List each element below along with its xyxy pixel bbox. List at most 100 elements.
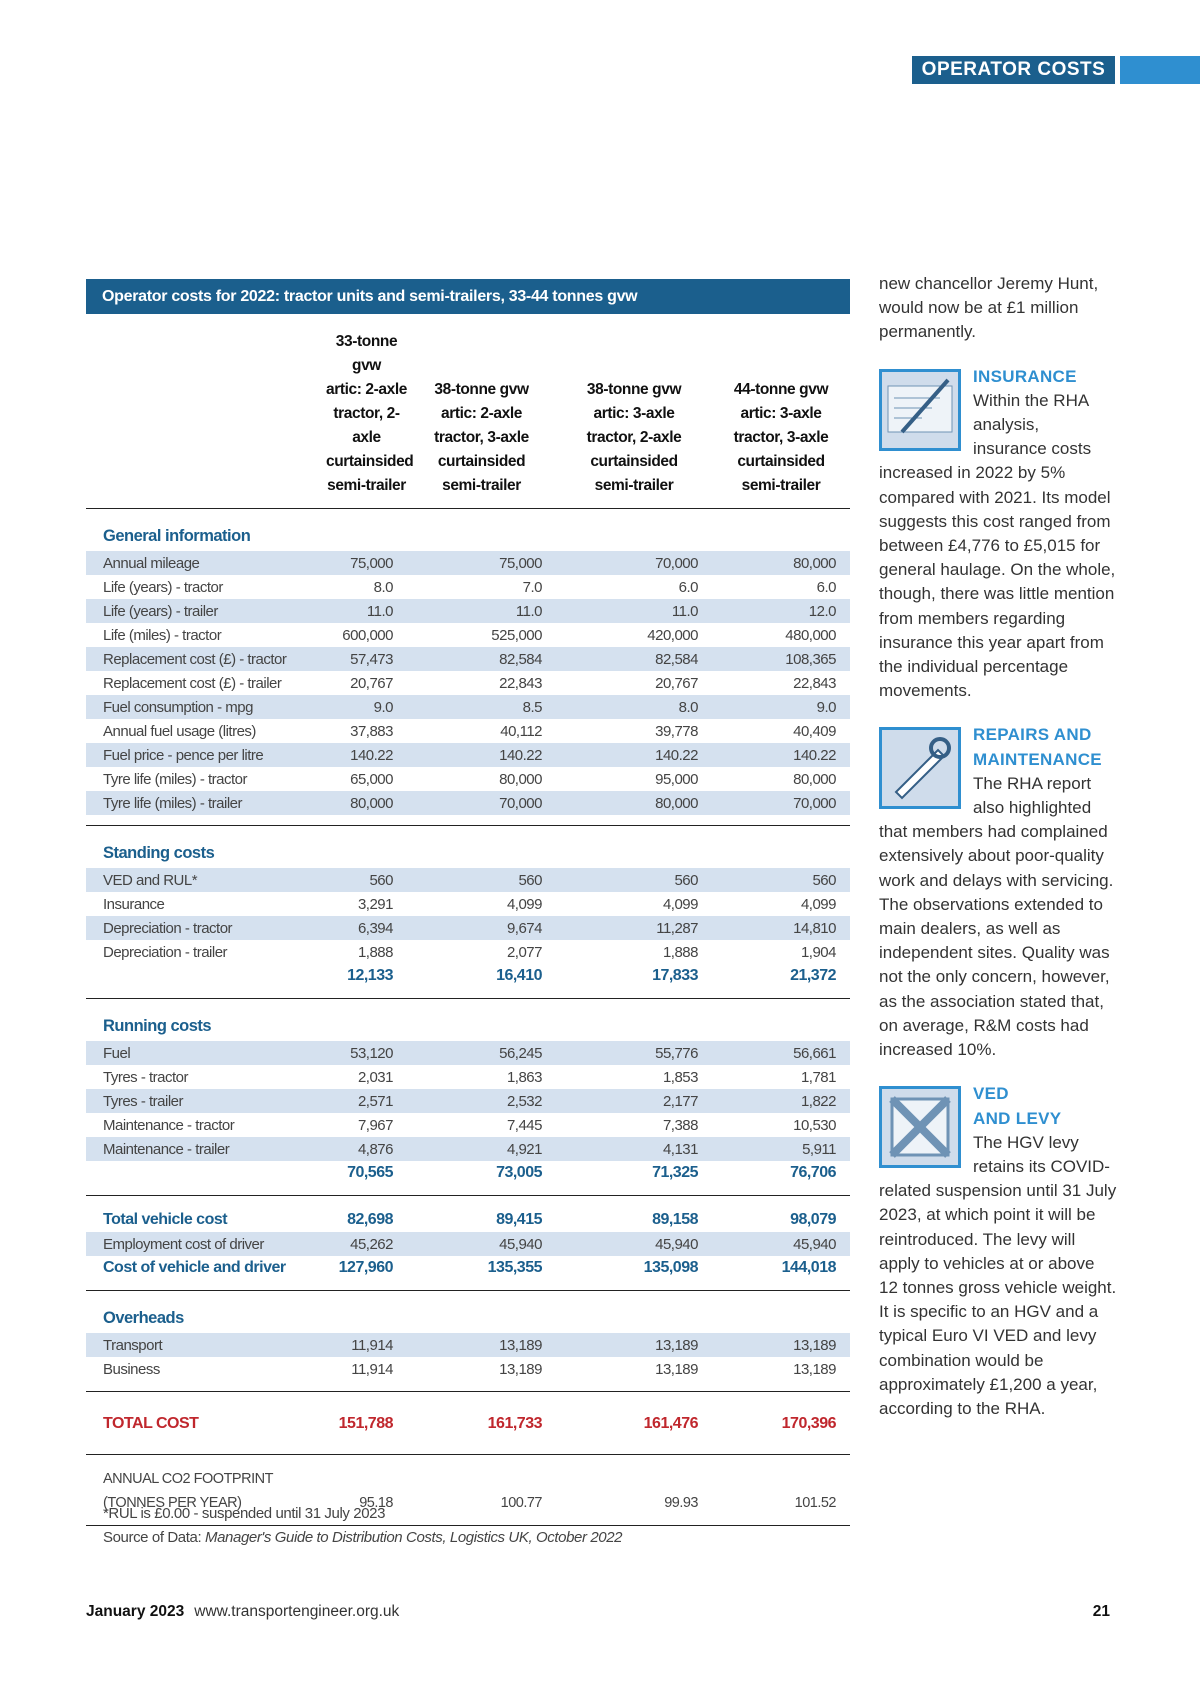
section-heading-row: Running costs (86, 1011, 850, 1041)
table-notes: *RUL is £0.00 - suspended until 31 July … (103, 1502, 622, 1550)
total-value: 21,372 (790, 967, 836, 984)
cell-value: 12.0 (712, 599, 850, 623)
cell-value: 39,778 (655, 722, 698, 740)
row-label: Annual fuel usage (litres) (103, 722, 256, 740)
spacer-cell (86, 815, 850, 826)
sidebar-icon (879, 727, 961, 810)
cell-value: 11,287 (556, 916, 712, 940)
cell-value: 75,000 (326, 551, 407, 575)
spacer-cell (86, 1455, 850, 1468)
sidebar-heading: AND LEVY (973, 1108, 1062, 1128)
sidebar-heading: MAINTENANCE (973, 749, 1102, 769)
column-header-line: curtainsided (326, 453, 414, 470)
row-label: Maintenance - trailer (86, 1137, 326, 1161)
column-header-line: artic: 2-axle (326, 381, 407, 398)
spacer (86, 1515, 850, 1526)
cell-value: 53,120 (326, 1041, 407, 1065)
badge-bar (1120, 56, 1200, 84)
data-row: Life (years) - trailer 11.0 11.0 11.0 12.0 (86, 599, 850, 623)
table-section: Total vehicle cost 82,698 89,415 89,158 98,0… (86, 1196, 850, 1291)
cell-value: 1,888 (662, 943, 699, 961)
cell-value: 560 (407, 868, 556, 892)
cell-value: 1,822 (712, 1089, 850, 1113)
data-row: Fuel price - pence per litre 140.22 140.22… (86, 743, 850, 767)
cell-value: 80,000 (326, 791, 407, 815)
sidebar-heading: VED (973, 1084, 1009, 1104)
cell-value: 6.0 (678, 578, 699, 596)
column-header-line: 38-tonne gvw (586, 381, 682, 398)
cell-value: 170,396 (781, 1415, 837, 1432)
spacer-cell (86, 1392, 850, 1405)
cell-value: 13,189 (793, 1360, 836, 1378)
cell-value: 151,788 (338, 1415, 394, 1432)
spacer (86, 1381, 850, 1392)
cell-value: 57,473 (326, 647, 407, 671)
cell-value: 56,661 (712, 1041, 850, 1065)
column-header-line: curtainsided (437, 453, 526, 470)
cell-value: 80,000 (793, 770, 836, 788)
footprint-row: ANNUAL CO2 FOOTPRINT (86, 1467, 850, 1491)
cell-value: 8.0 (556, 695, 712, 719)
sidebar: new chancellor Jeremy Hunt, would now be… (879, 272, 1117, 1421)
sidebar-box: REPAIRS AND MAINTENANCE The RHA report als… (879, 723, 1117, 1062)
spacer (86, 1455, 850, 1468)
cell-value: 1,904 (800, 943, 837, 961)
data-row: Depreciation - trailer 1,888 2,077 1,888 1,9… (86, 940, 850, 964)
cell-value: 560 (556, 868, 712, 892)
cell-value: 6.0 (816, 578, 837, 596)
cell-value: 1,863 (506, 1068, 543, 1086)
table-section: Running costs Fuel 53,120 56,245 55,776 56,66… (86, 999, 850, 1196)
column-header: 44-tonne gvw artic: 3-axle tractor, 3-axle… (712, 330, 850, 509)
row-label: Total vehicle cost (103, 1211, 228, 1228)
column-header-line: semi-trailer (327, 477, 406, 494)
cell-value: 82,584 (407, 647, 556, 671)
cell-value: 2,177 (556, 1089, 712, 1113)
cell-value: 13,189 (556, 1333, 712, 1357)
spacer (86, 509, 850, 522)
cell-value: 13,189 (499, 1360, 542, 1378)
cell-value: 11.0 (407, 599, 556, 623)
data-row: Replacement cost (£) - trailer 20,767 22,8… (86, 671, 850, 695)
total-value: 76,706 (790, 1164, 836, 1181)
row-label: Replacement cost (£) - trailer (103, 674, 282, 692)
spacer (86, 1392, 850, 1405)
cell-value: 144,018 (781, 1259, 837, 1276)
data-row: Tyre life (miles) - tractor 65,000 80,000 9… (86, 767, 850, 791)
table-head: 33-tonne gvw artic: 2-axle tractor, 2-axle… (86, 330, 850, 509)
section-heading: Running costs (103, 1016, 212, 1035)
section-heading-row: Standing costs (86, 838, 850, 868)
cell-value: 45,940 (712, 1232, 850, 1256)
cell-value: 20,767 (655, 674, 698, 692)
cell-value: 82,584 (556, 647, 712, 671)
data-row: Fuel 53,120 56,245 55,776 56,661 (86, 1041, 850, 1065)
cell-value: 8.0 (373, 578, 394, 596)
cell-value: 4,099 (662, 895, 699, 913)
close-row: Cost of vehicle and driver 127,960 135,355… (86, 1256, 850, 1280)
spacer (86, 999, 850, 1012)
cell-value: 4,876 (326, 1137, 407, 1161)
column-header-line: tractor, 2-axle (333, 405, 400, 446)
page-number: 21 (1092, 1603, 1110, 1620)
cell-value: 13,189 (712, 1333, 850, 1357)
cell-value: 140.22 (556, 743, 712, 767)
column-header-line: curtainsided (737, 453, 825, 470)
data-row: Maintenance - trailer 4,876 4,921 4,131 5,91… (86, 1137, 850, 1161)
cell-value: 37,883 (350, 722, 393, 740)
row-label: Fuel price - pence per litre (86, 743, 326, 767)
cell-value: 95,000 (655, 770, 698, 788)
cell-value: 7,967 (357, 1116, 394, 1134)
sidebar-icon (879, 1086, 961, 1169)
table-section: Standing costs VED and RUL* 560 560 560 560 In… (86, 826, 850, 999)
website: www.transportengineer.org.uk (194, 1603, 400, 1620)
row-label: Insurance (103, 895, 165, 913)
data-row: Tyres - tractor 2,031 1,863 1,853 1,781 (86, 1065, 850, 1089)
cell-value: 480,000 (785, 626, 836, 644)
spacer (86, 815, 850, 826)
cell-value: 13,189 (655, 1360, 698, 1378)
cell-value: 2,077 (506, 943, 543, 961)
section-heading: General information (103, 526, 251, 545)
cell-value: 108,365 (712, 647, 850, 671)
section-badge: OPERATOR COSTS (912, 56, 1115, 84)
